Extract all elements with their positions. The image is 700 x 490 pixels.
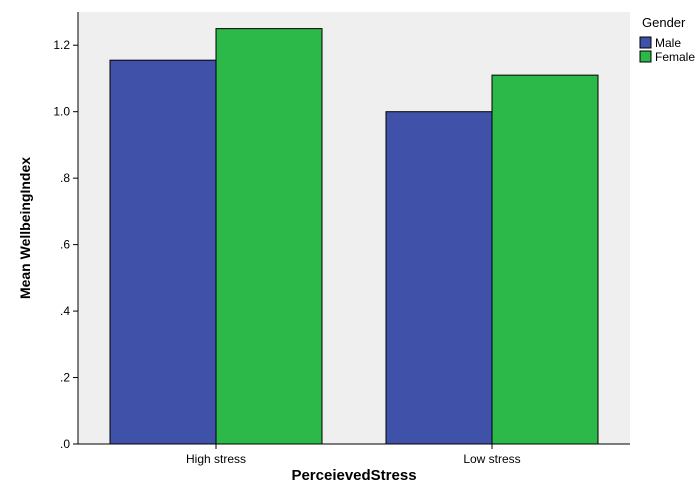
y-tick-label: 1.2 bbox=[53, 38, 70, 52]
y-tick-label: .2 bbox=[60, 371, 70, 385]
y-tick-label: 1.0 bbox=[53, 105, 70, 119]
legend-swatch-female bbox=[639, 50, 652, 63]
y-tick-label: .6 bbox=[60, 238, 70, 252]
y-tick-label: .0 bbox=[60, 437, 70, 451]
axes-layer: .0 .2 .4 .6 .8 1.0 1.2 High stress Low stress bbox=[53, 12, 630, 466]
legend-swatch-male bbox=[639, 36, 652, 49]
x-axis-title: PerceievedStress bbox=[291, 467, 416, 484]
legend-label-male: Male bbox=[655, 36, 681, 50]
bar-male-high-stress bbox=[109, 59, 217, 445]
bar-female-high-stress bbox=[215, 28, 323, 445]
x-tick-label: Low stress bbox=[463, 452, 520, 466]
x-tick-label: High stress bbox=[186, 452, 246, 466]
y-tick-label: .4 bbox=[60, 304, 70, 318]
bar-female-low-stress bbox=[491, 74, 599, 445]
legend-title: Gender bbox=[642, 15, 686, 30]
bar-male-low-stress bbox=[385, 111, 493, 445]
legend-label-female: Female bbox=[655, 50, 695, 64]
y-tick-label: .8 bbox=[60, 171, 70, 185]
bars-layer bbox=[109, 28, 599, 445]
y-axis-title: Mean WellbeingIndex bbox=[17, 157, 33, 299]
